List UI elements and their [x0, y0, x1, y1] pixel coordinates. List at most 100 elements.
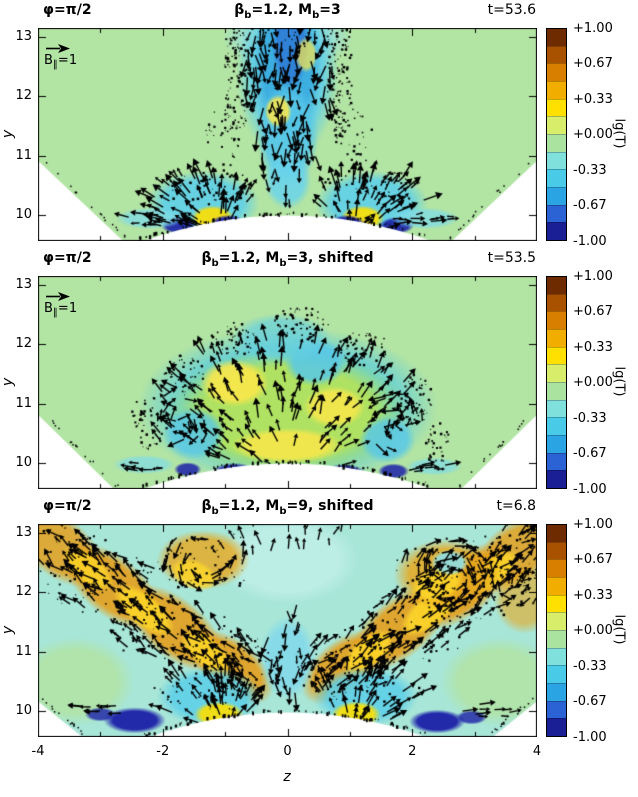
panel1-colorbar-tick-labels: +1.00 +0.67 +0.33 +0.00 -0.33 -0.67 -1.0…: [573, 21, 621, 249]
panel2-phi-label: φ=π/2: [43, 250, 92, 266]
colorbar-tick-label: -0.33: [573, 659, 607, 674]
x-tick-label: 0: [283, 744, 292, 759]
x-axis-label: z: [283, 769, 291, 785]
colorbar-segment: [547, 683, 566, 701]
panel1-colorbar: [546, 28, 567, 241]
colorbar-tick-label: -0.67: [573, 198, 607, 213]
panel2-time-label: t=53.5: [487, 250, 536, 266]
colorbar-tick-label: -1.00: [573, 730, 607, 745]
colorbar-segment: [547, 541, 566, 560]
colorbar-segment: [547, 29, 566, 46]
panel1-colorbar-title: lg(T): [611, 118, 627, 149]
y-tick-label: 11: [15, 644, 32, 659]
panel2-title-row: φ=π/2 βb=1.2, Mb=3, shifted t=53.5: [38, 250, 537, 270]
colorbar-segment: [547, 116, 566, 135]
panel1-plot-area: B∥=1: [38, 28, 537, 241]
b-parallel-label: B∥=1: [44, 301, 78, 319]
colorbar-segment: [547, 346, 566, 365]
colorbar-segment: [547, 630, 566, 648]
y-tick-label: 12: [15, 584, 32, 599]
colorbar-tick-label: +0.67: [573, 552, 613, 567]
panel1-params-label: βb=1.2, Mb=3: [234, 2, 341, 21]
colorbar-segment: [547, 559, 566, 578]
colorbar-segment: [547, 98, 566, 117]
colorbar-tick-label: +0.33: [573, 92, 613, 107]
panel1-b-parallel-annotation: B∥=1: [44, 44, 77, 73]
b-parallel-arrow-icon: [46, 292, 70, 301]
x-tick-label: 4: [532, 744, 542, 759]
b-parallel-label: B∥=1: [44, 53, 78, 71]
y-tick-label: 13: [15, 277, 32, 292]
panel1-simulation-canvas: [38, 28, 537, 241]
colorbar-tick-label: +1.00: [573, 517, 613, 532]
y-tick-label: 11: [15, 396, 32, 411]
y-tick-label: 12: [15, 336, 32, 351]
colorbar-tick-label: +1.00: [573, 269, 613, 284]
y-tick-label: 11: [15, 148, 32, 163]
colorbar-tick-label: -0.33: [573, 163, 607, 178]
panel2-colorbar-tick-labels: +1.00 +0.67 +0.33 +0.00 -0.33 -0.67 -1.0…: [573, 269, 621, 497]
colorbar-segment: [547, 45, 566, 64]
panel1-time-label: t=53.6: [487, 2, 536, 18]
colorbar-segment: [547, 169, 566, 188]
colorbar-segment: [547, 293, 566, 312]
colorbar-segment: [547, 329, 566, 347]
colorbar-segment: [547, 700, 566, 719]
panel3-time-label: t=6.8: [496, 498, 536, 514]
colorbar-segment: [547, 647, 566, 666]
colorbar-segment: [547, 311, 566, 330]
colorbar-segment: [547, 382, 566, 400]
panel3-colorbar-title: lg(T): [611, 614, 627, 645]
y-tick-label: 10: [15, 207, 32, 222]
colorbar-segment: [547, 81, 566, 99]
colorbar-segments: [547, 29, 566, 241]
colorbar-segment: [547, 151, 566, 170]
colorbar-tick-label: -0.67: [573, 694, 607, 709]
panel3-params-label: βb=1.2, Mb=9, shifted: [201, 498, 374, 517]
colorbar-segment: [547, 277, 566, 294]
panel2-y-tick-labels: 13 12 11 10: [10, 276, 34, 489]
panel2-b-parallel-annotation: B∥=1: [44, 292, 77, 321]
x-tick-label: -4: [31, 744, 45, 759]
panel3-simulation-canvas: [38, 524, 537, 737]
colorbar-segment: [547, 187, 566, 205]
panel2-params-label: βb=1.2, Mb=3, shifted: [201, 250, 374, 269]
y-tick-label: 13: [15, 525, 32, 540]
panel3-y-tick-labels: 13 12 11 10: [10, 524, 34, 737]
colorbar-tick-label: +0.33: [573, 340, 613, 355]
panel1-y-tick-labels: 13 12 11 10: [10, 28, 34, 241]
panel2-colorbar-title: lg(T): [611, 366, 627, 397]
colorbar-tick-label: -0.33: [573, 411, 607, 426]
panel2-colorbar: [546, 276, 567, 489]
colorbar-tick-label: +0.00: [573, 623, 613, 638]
colorbar-tick-label: -1.00: [573, 234, 607, 249]
colorbar-segment: [547, 134, 566, 152]
colorbar-segment: [547, 63, 566, 82]
colorbar-tick-label: +0.00: [573, 375, 613, 390]
panel3-title-row: φ=π/2 βb=1.2, Mb=9, shifted t=6.8: [38, 498, 537, 518]
panel1-title-row: φ=π/2 βb=1.2, Mb=3 t=53.6: [38, 2, 537, 22]
y-tick-label: 12: [15, 88, 32, 103]
colorbar-tick-label: +0.00: [573, 127, 613, 142]
panel1-phi-label: φ=π/2: [43, 2, 92, 18]
colorbar-tick-label: -1.00: [573, 482, 607, 497]
colorbar-segments: [547, 277, 566, 489]
colorbar-segment: [547, 612, 566, 631]
colorbar-segment: [547, 594, 566, 613]
colorbar-segment: [547, 435, 566, 453]
colorbar-segment: [547, 364, 566, 383]
colorbar-segment: [547, 577, 566, 595]
colorbar-segment: [547, 718, 566, 737]
colorbar-segment: [547, 417, 566, 436]
panel2-plot-area: B∥=1: [38, 276, 537, 489]
colorbar-tick-label: +0.67: [573, 304, 613, 319]
x-tick-label: -2: [156, 744, 170, 759]
colorbar-tick-label: -0.67: [573, 446, 607, 461]
colorbar-segment: [547, 665, 566, 684]
panel3-plot-area: [38, 524, 537, 737]
y-tick-label: 13: [15, 29, 32, 44]
colorbar-segment: [547, 470, 566, 489]
colorbar-tick-label: +0.33: [573, 588, 613, 603]
colorbar-segment: [547, 525, 566, 542]
y-tick-label: 10: [15, 703, 32, 718]
